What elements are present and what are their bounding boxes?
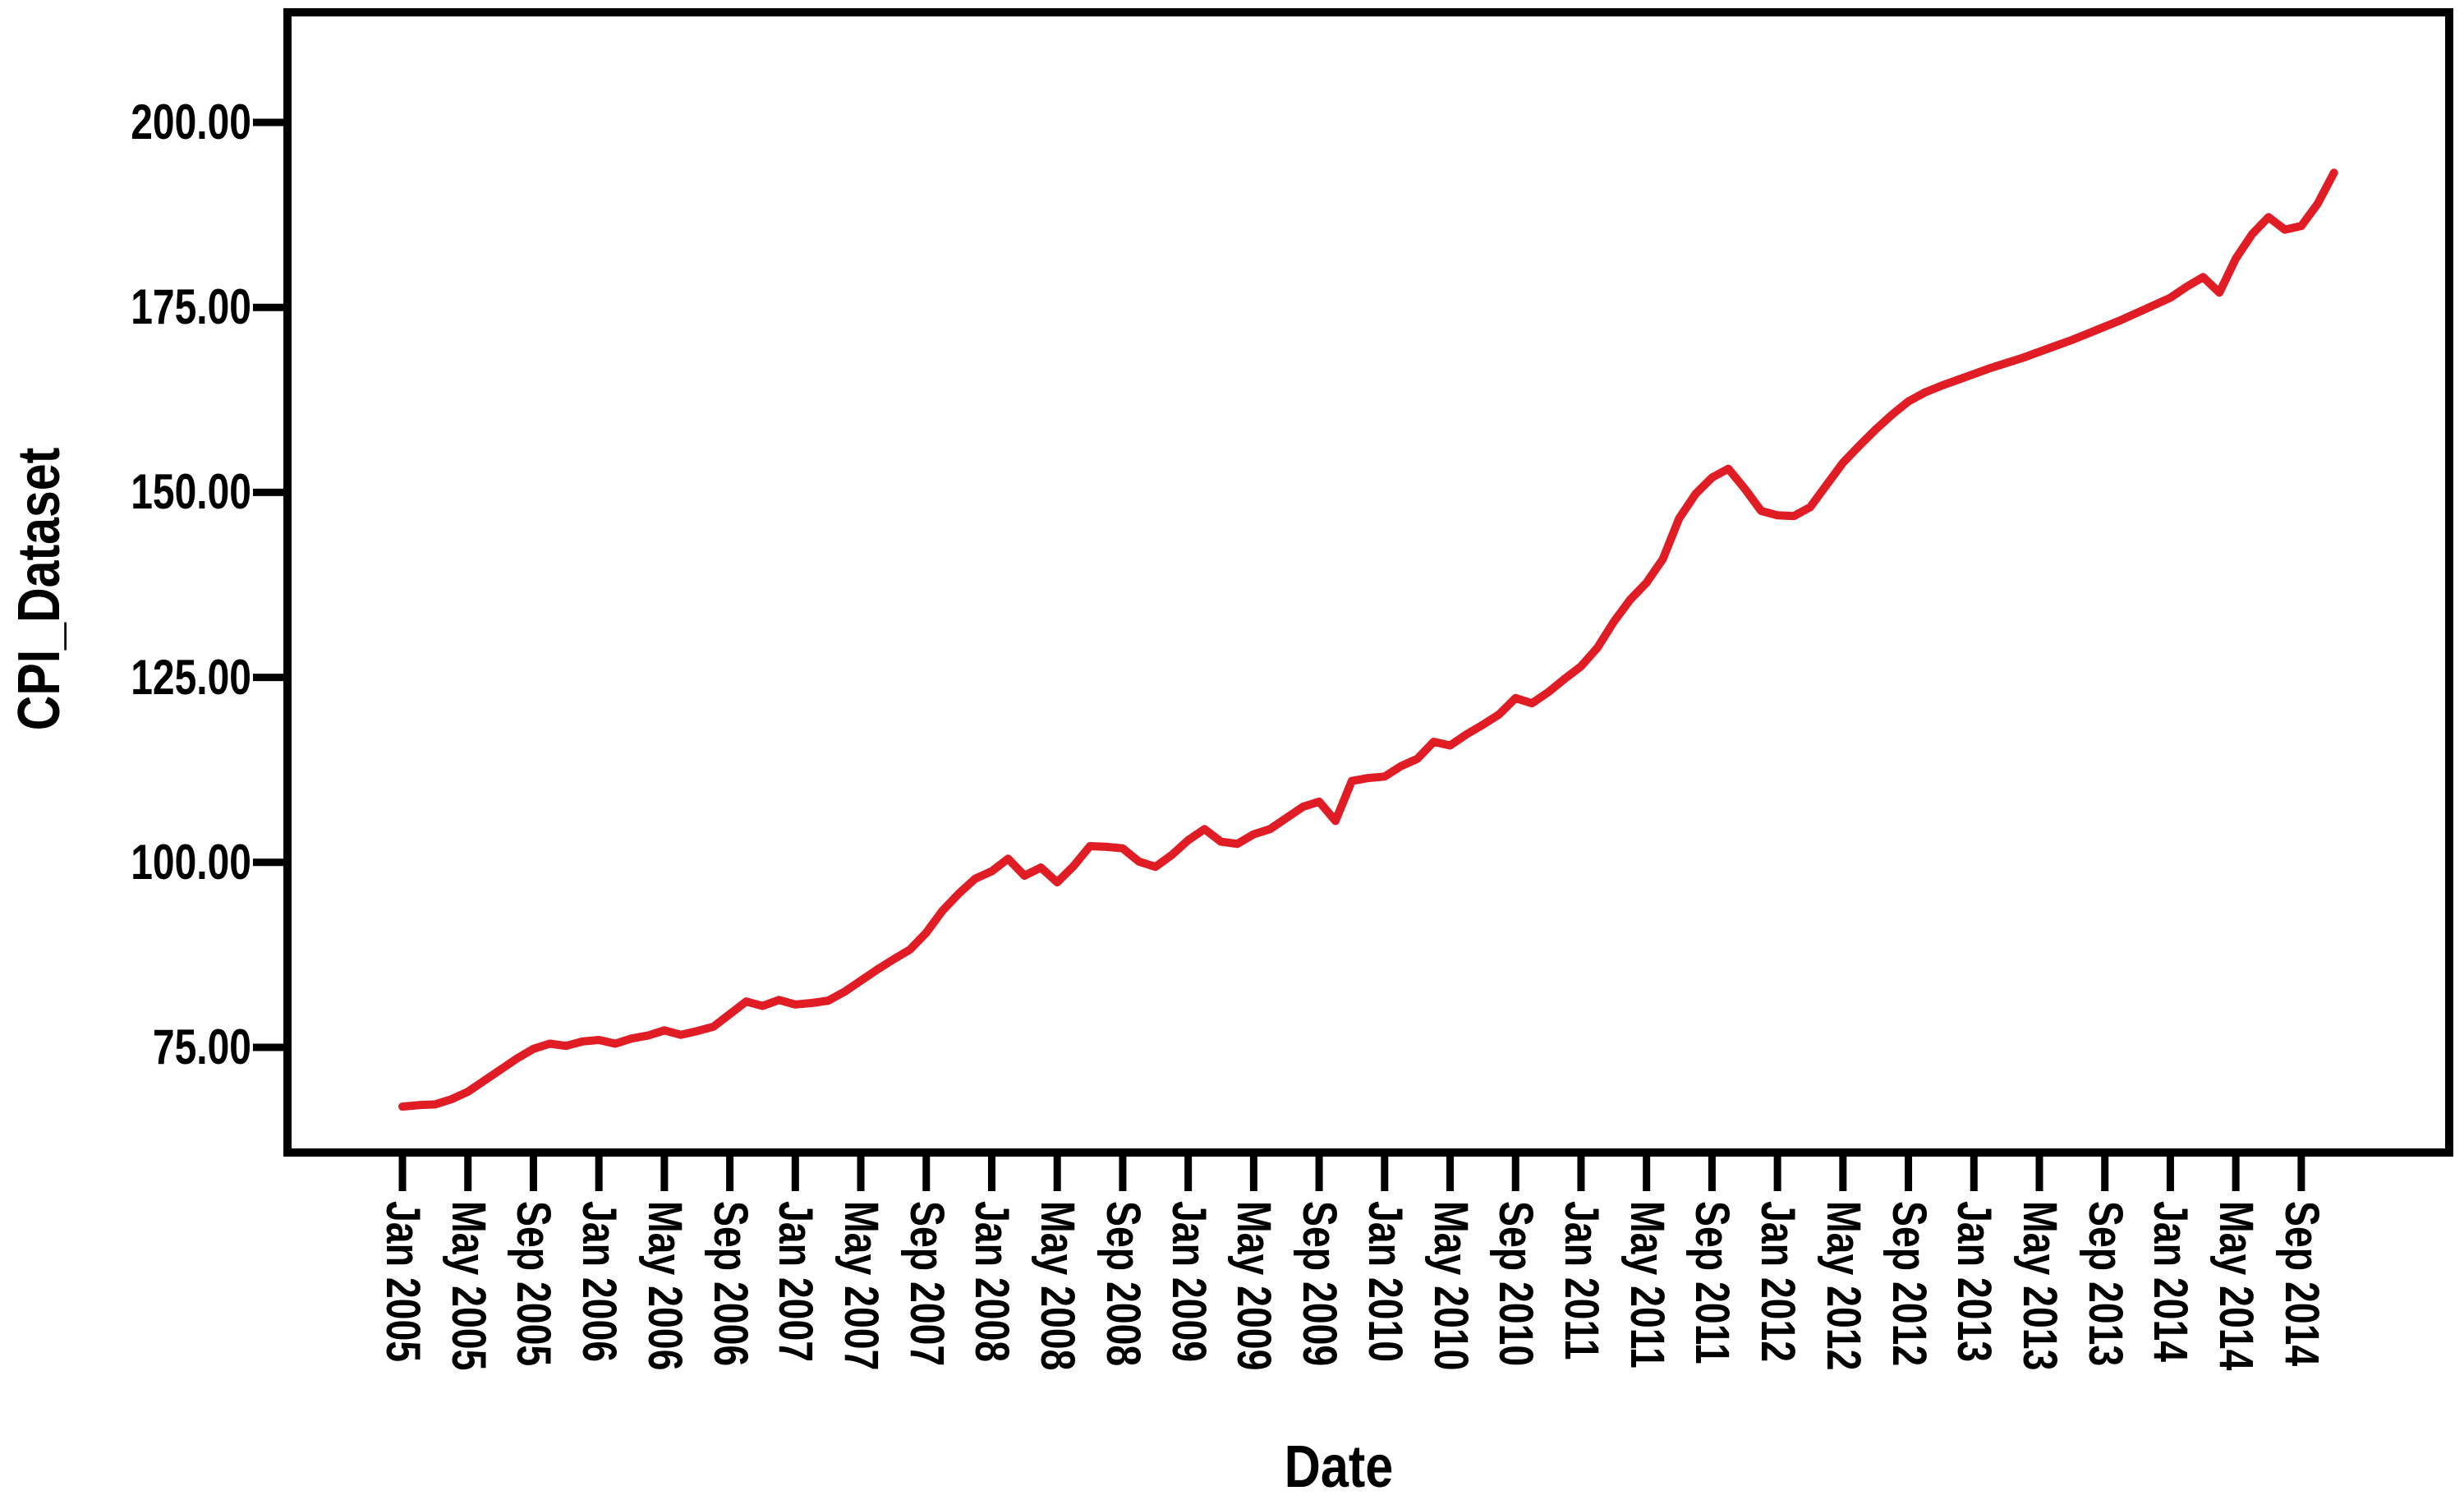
y-axis-title: CPI_Dataset	[7, 447, 72, 731]
x-tick-label: Sep 2005	[507, 1201, 561, 1367]
x-tick-label: Jan 2005	[376, 1201, 430, 1363]
y-tick-label: 150.00	[131, 464, 251, 520]
x-tick-label: Jan 2006	[572, 1201, 627, 1363]
x-tick-label: May 2011	[1620, 1201, 1674, 1369]
x-tick-label: Jan 2011	[1554, 1201, 1608, 1360]
x-tick-label: May 2014	[2209, 1201, 2264, 1371]
x-tick-label: Sep 2013	[2078, 1201, 2132, 1367]
x-tick-label: May 2005	[441, 1201, 495, 1371]
plot-frame	[283, 8, 2453, 1157]
x-tick-label: Jan 2007	[769, 1201, 823, 1363]
x-tick-label: Sep 2012	[1882, 1201, 1936, 1367]
x-tick-label: Sep 2006	[703, 1201, 757, 1367]
x-axis-title: Date	[1284, 1434, 1394, 1500]
x-tick-label: May 2012	[1816, 1201, 1870, 1371]
y-tick-label: 75.00	[152, 1019, 251, 1074]
y-tick-label: 100.00	[131, 834, 251, 890]
x-tick-label: Jan 2013	[1947, 1201, 2002, 1363]
y-tick-label: 125.00	[131, 649, 251, 705]
x-tick-label: Jan 2009	[1161, 1201, 1216, 1363]
x-tick-label: May 2008	[1031, 1201, 1085, 1371]
x-tick-label: Sep 2011	[1685, 1201, 1740, 1364]
y-tick-label: 200.00	[131, 94, 251, 150]
x-tick-label: Sep 2014	[2274, 1201, 2328, 1367]
x-tick-label: Sep 2010	[1489, 1201, 1543, 1367]
cpi-data-line	[398, 168, 2338, 1111]
x-tick-label: Sep 2009	[1293, 1201, 1347, 1367]
x-tick-label: May 2006	[637, 1201, 692, 1371]
x-tick-label: May 2013	[2013, 1201, 2066, 1371]
x-tick-label: Sep 2008	[1096, 1201, 1150, 1367]
x-tick-label: Jan 2010	[1358, 1201, 1412, 1363]
x-tick-label: May 2007	[834, 1201, 889, 1371]
x-tick-label: Sep 2007	[899, 1201, 954, 1367]
x-tick-label: Jan 2014	[2144, 1201, 2198, 1363]
x-tick-label: Jan 2008	[965, 1201, 1019, 1363]
x-tick-label: May 2010	[1423, 1201, 1478, 1371]
x-tick-label: May 2009	[1227, 1201, 1281, 1371]
y-tick-label: 175.00	[131, 279, 251, 335]
x-tick-label: Jan 2012	[1751, 1201, 1805, 1363]
